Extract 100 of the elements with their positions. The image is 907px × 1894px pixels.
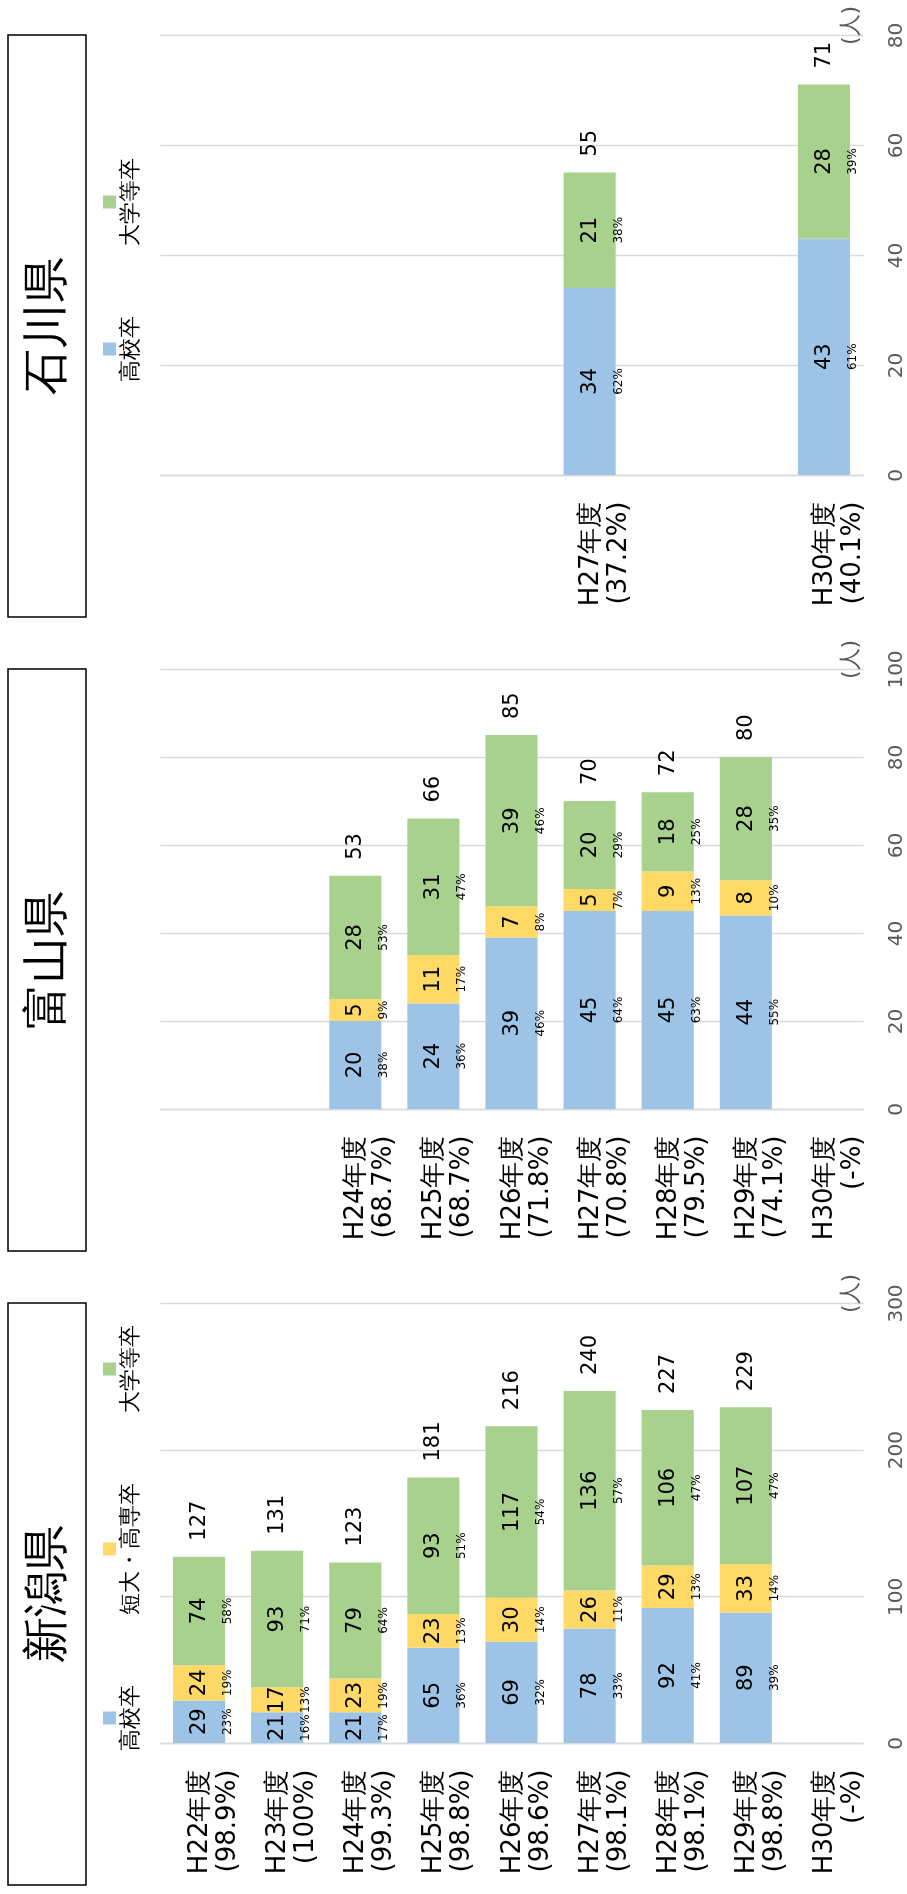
x-tick-label: H23年度 (100%)	[261, 1769, 320, 1875]
annotation: 29%	[610, 831, 625, 859]
data-label: 117	[498, 1491, 523, 1533]
data-label: 107	[732, 1465, 757, 1506]
data-label: 5	[342, 1003, 367, 1017]
total-label: 229	[732, 1351, 757, 1392]
annotation: 9%	[376, 1000, 391, 1020]
annotation: 14%	[532, 1606, 547, 1634]
legend-label: 短大・高専卒	[117, 1483, 142, 1615]
annotation: 36%	[454, 1042, 469, 1070]
data-label: 45	[654, 996, 679, 1024]
annotation: 13%	[688, 1573, 703, 1601]
data-label: 44	[732, 998, 757, 1026]
data-label: 106	[654, 1467, 679, 1508]
data-label: 21	[342, 1714, 367, 1741]
total-label: 72	[654, 749, 679, 777]
data-label: 7	[498, 915, 523, 929]
total-label: 227	[654, 1353, 679, 1395]
data-label: 39	[498, 1009, 523, 1037]
y-axis-title: (人)	[836, 639, 862, 680]
annotation: 38%	[376, 1051, 391, 1079]
y-tick-label: 200	[882, 1431, 907, 1470]
annotation: 47%	[454, 873, 469, 901]
text: 新潟県	[18, 1525, 72, 1663]
annotation: 38%	[610, 216, 625, 244]
x-tick-label: H30年度 (40.1%)	[807, 501, 866, 607]
total-label: 55	[576, 129, 601, 157]
text: 富山県	[18, 891, 72, 1029]
annotation: 33%	[610, 1672, 625, 1700]
annotation: 17%	[454, 965, 469, 993]
legend-label: 高校卒	[117, 1685, 142, 1751]
y-tick-label: 20	[882, 352, 907, 379]
data-label: 24	[186, 1669, 211, 1697]
x-tick-label: H24年度 (99.3%)	[339, 1769, 398, 1875]
data-label: 89	[732, 1664, 757, 1692]
x-tick-label: H29年度 (98.8%)	[729, 1769, 788, 1875]
y-axis-title: (人)	[836, 5, 862, 46]
data-label: 26	[576, 1596, 601, 1623]
data-label: 34	[576, 368, 601, 395]
y-tick-label: 300	[882, 1284, 907, 1323]
annotation: 54%	[532, 1498, 547, 1526]
data-label: 18	[654, 818, 679, 846]
annotation: 36%	[454, 1682, 469, 1709]
annotation: 39%	[844, 148, 859, 175]
annotation: 64%	[376, 1607, 391, 1634]
annotation: 8%	[532, 912, 547, 932]
y-tick-label: 100	[882, 1577, 907, 1616]
x-tick-label: H27年度 (98.1%)	[573, 1769, 632, 1875]
total-label: 53	[342, 833, 367, 860]
annotation: 39%	[766, 1664, 781, 1692]
total-label: 216	[498, 1370, 523, 1411]
text: 石川県	[18, 257, 72, 395]
x-tick-label: H29年度 (74.1%)	[729, 1135, 788, 1241]
data-label: 93	[264, 1605, 289, 1633]
y-tick-label: 20	[882, 1008, 907, 1035]
annotation: 61%	[844, 343, 859, 371]
x-tick-label: H28年度 (98.1%)	[651, 1769, 710, 1875]
data-label: 45	[576, 996, 601, 1024]
data-label: 69	[498, 1679, 523, 1706]
data-label: 23	[342, 1681, 367, 1709]
annotation: 19%	[376, 1682, 391, 1709]
data-label: 65	[420, 1681, 445, 1709]
annotation: 13%	[688, 877, 703, 905]
annotation: 57%	[610, 1477, 625, 1505]
data-label: 74	[186, 1597, 211, 1625]
annotation: 64%	[610, 996, 625, 1024]
total-label: 80	[732, 714, 757, 741]
data-label: 39	[498, 807, 523, 835]
annotation: 16%	[298, 1714, 313, 1741]
y-tick-label: 60	[882, 832, 907, 859]
annotation: 51%	[454, 1532, 469, 1560]
data-label: 43	[810, 343, 835, 371]
data-label: 28	[810, 148, 835, 175]
annotation: 62%	[610, 368, 625, 395]
y-axis-title: (人)	[836, 1273, 862, 1314]
annotation: 13%	[454, 1617, 469, 1645]
annotation: 58%	[220, 1597, 235, 1625]
total-label: 240	[576, 1334, 601, 1375]
total-label: 71	[810, 41, 835, 69]
data-label: 31	[420, 873, 445, 901]
annotation: 46%	[532, 1009, 547, 1037]
data-label: 28	[732, 805, 757, 832]
x-tick-label: H26年度 (71.8%)	[495, 1135, 554, 1241]
y-tick-label: 0	[882, 469, 907, 482]
x-tick-label: H22年度 (98.9%)	[183, 1769, 242, 1875]
data-label: 24	[420, 1042, 445, 1070]
annotation: 23%	[220, 1708, 235, 1736]
x-tick-label: H25年度 (98.8%)	[417, 1769, 476, 1875]
y-tick-label: 60	[882, 132, 907, 159]
annotation: 71%	[298, 1605, 313, 1633]
data-label: 30	[498, 1606, 523, 1634]
data-label: 28	[342, 924, 367, 951]
y-tick-label: 40	[882, 242, 907, 269]
annotation: 13%	[298, 1686, 313, 1714]
legend-label: 大学等卒	[117, 158, 142, 246]
annotation: 25%	[688, 818, 703, 846]
data-label: 5	[576, 893, 601, 907]
y-tick-label: 100	[882, 650, 907, 689]
y-tick-label: 80	[882, 22, 907, 49]
data-label: 29	[654, 1573, 679, 1601]
